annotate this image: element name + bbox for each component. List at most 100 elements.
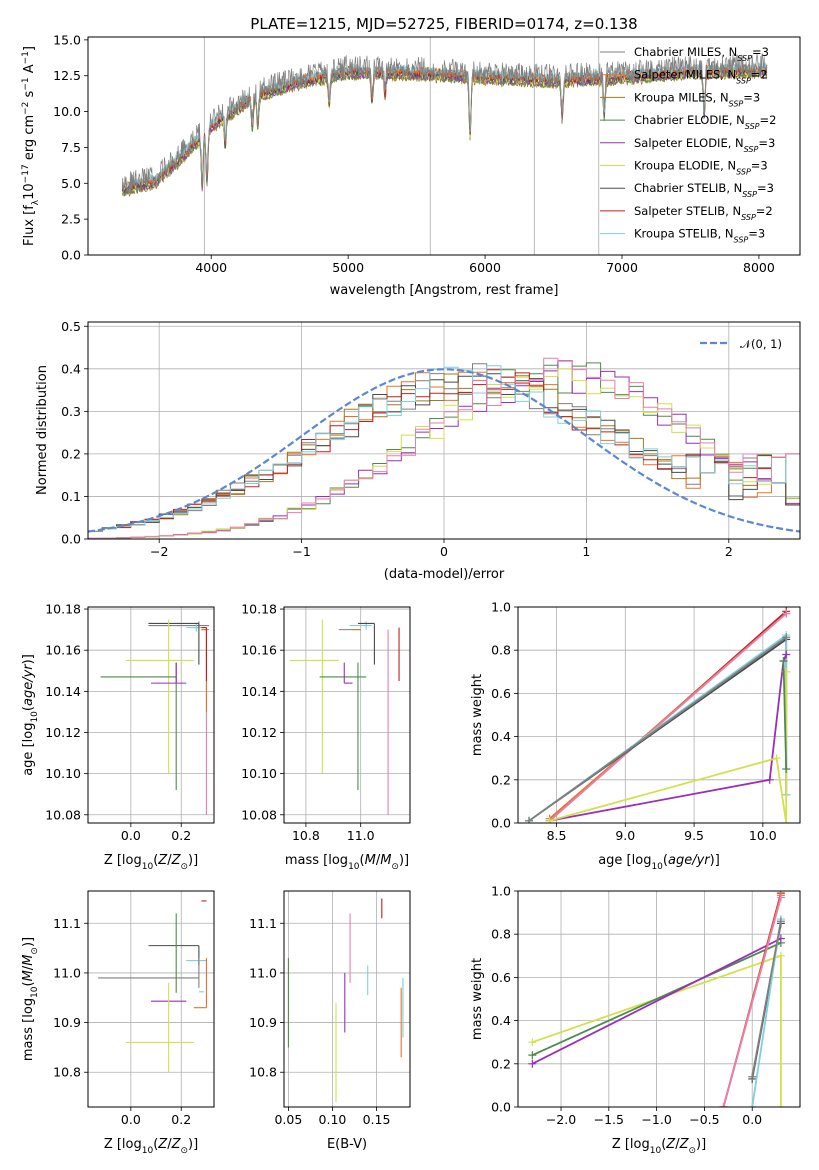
label-part: 10: [22, 183, 37, 200]
y-tick-label: 10.12: [241, 725, 277, 740]
y-tick-label: 10.08: [45, 807, 81, 822]
x-tick-label: −0.5: [689, 1112, 719, 1127]
y-tick-label: 10.18: [45, 602, 81, 617]
label-part: ]: [22, 46, 37, 51]
y-tick-label: 0.5: [61, 319, 81, 334]
axes-frame: [283, 606, 411, 824]
y-tick-label: 10.16: [45, 643, 81, 658]
label-part: (: [661, 1137, 666, 1152]
label-part: M: [365, 853, 376, 868]
label-part: ⊙: [391, 862, 399, 872]
x-tick-label: 2: [725, 544, 733, 559]
x-axis-label: mass [log10(M/M⊙)]: [285, 853, 409, 872]
y-tick-label: 10.12: [45, 725, 81, 740]
axes-frame: [517, 890, 801, 1108]
label-part: Z: [171, 853, 182, 868]
x-tick-label: 6000: [469, 260, 501, 275]
y-axis-label: Normed distribution: [35, 365, 50, 495]
mass-weight-marker: [525, 816, 534, 823]
label-part: )]: [21, 937, 36, 947]
label-part: age/yr: [21, 663, 36, 706]
x-axis-label: Z [log10(Z/Z⊙)]: [612, 1137, 706, 1156]
y-tick-label: 5.0: [61, 176, 81, 191]
legend-text-tail: =3: [748, 227, 765, 241]
y-axis-label: age [log10(age/yr)]: [21, 654, 40, 776]
label-part: wavelength [Angstrom, rest frame]: [330, 283, 559, 298]
plot-area: [121, 37, 768, 255]
x-tick-label: 4000: [195, 260, 227, 275]
label-part: mass [log: [285, 853, 348, 868]
legend-text-sub: SSP: [729, 99, 744, 108]
label-part: 10: [142, 1146, 154, 1156]
label-part: /: [21, 965, 36, 970]
mass-vs-ebv-plot: 0.05 0.10 0.15 10.8 10.9 11.0 11.1 E(B-V): [249, 890, 411, 1152]
x-tick-label: 0.2: [171, 1112, 191, 1127]
label-part: )]: [188, 1137, 198, 1152]
axes-frame: [283, 890, 411, 1108]
legend-entry: Chabrier MILES, NSSP=3: [634, 45, 769, 63]
label-part: Z [log: [104, 1137, 142, 1152]
mass-weight-line: [528, 636, 787, 822]
residuals-plot: −2 −1 0 1 2 0.0 0.1 0.2 0.3 0.4 0.5 𝒩(0, 1) (data-mo…: [35, 319, 801, 582]
label-part: /: [675, 1137, 680, 1152]
legend-text-main: Chabrier ELODIE, N: [634, 113, 745, 127]
label-part: age/yr: [668, 853, 711, 868]
label-part: 10: [651, 862, 663, 872]
x-tick-label: −1.0: [641, 1112, 671, 1127]
legend-text-sub: SSP: [745, 122, 760, 131]
label-part: Z [log: [104, 853, 142, 868]
legend-entry: Kroupa ELODIE, NSSP=3: [634, 159, 768, 177]
x-tick-label: −2.0: [546, 1112, 576, 1127]
legend-text-sub: SSP: [744, 144, 759, 153]
label-part: age [log: [21, 723, 36, 776]
x-tick-label: 0: [440, 544, 448, 559]
x-axis-label: Z [log10(Z/Z⊙)]: [104, 1137, 198, 1156]
mass-weight-marker: [528, 1059, 537, 1068]
legend-text-tail: =3: [757, 181, 774, 195]
label-part: /: [376, 853, 381, 868]
x-tick-label: 5000: [332, 260, 364, 275]
label-part: (: [663, 853, 668, 868]
legend-text-main: Kroupa MILES, N: [634, 90, 729, 104]
label-part: )]: [696, 1137, 706, 1152]
gaussian-curve: [88, 368, 800, 533]
spectrum-line: [121, 65, 768, 193]
label-part: 10: [650, 1146, 662, 1156]
y-tick-label: 10.9: [249, 1015, 277, 1030]
label-part: mass weight: [470, 674, 485, 756]
y-axis-label: mass weight: [470, 958, 485, 1040]
label-part: s: [22, 90, 37, 101]
mass-weight-marker: [782, 650, 791, 659]
y-tick-label: 1.0: [491, 884, 511, 899]
legend: 𝒩(0, 1): [700, 337, 782, 351]
legend-text-sub: SSP: [736, 76, 751, 85]
residual-histogram: [88, 365, 800, 539]
x-tick-label: 0.15: [363, 1112, 391, 1127]
label-part: M: [380, 853, 391, 868]
x-tick-label: 0.10: [319, 1112, 347, 1127]
x-tick-label: 10.8: [292, 828, 320, 843]
mass-weight-marker: [782, 633, 791, 642]
legend-text-tail: =2: [760, 113, 777, 127]
plot-area: [289, 619, 400, 815]
x-axis-label: wavelength [Angstrom, rest frame]: [330, 283, 559, 298]
spectrum-plot: 4000 5000 6000 7000 8000 0.0 2.5 5.0 7.5 10.0 12.5…: [21, 32, 801, 298]
label-part: age [log: [598, 853, 651, 868]
x-tick-label: 0.0: [121, 1112, 141, 1127]
y-tick-label: 0.0: [61, 532, 81, 547]
label-part: ⊙: [180, 1146, 188, 1156]
massweight-vs-metallicity-plot: −2.0 −1.5 −1.0 −0.5 0.0 0.0 0.2 0.4 0.6 0.8 1.0 Z […: [470, 884, 801, 1156]
axes-frame: [517, 606, 801, 824]
spectrum-line: [121, 66, 768, 194]
spectrum-line: [121, 70, 768, 197]
legend-text-main: Chabrier MILES, N: [634, 45, 737, 59]
age-vs-metallicity-plot: 0.0 0.2 10.08 10.10 10.12 10.14 10.16 10.18 Z [l…: [21, 602, 215, 872]
y-tick-label: 10.8: [53, 1065, 81, 1080]
y-tick-label: 0.6: [491, 970, 511, 985]
plot-area: [100, 619, 209, 815]
y-tick-label: 0.0: [61, 248, 81, 263]
x-axis-label: E(B-V): [327, 1137, 367, 1152]
legend-text-main: Chabrier STELIB, N: [634, 181, 742, 195]
y-tick-label: 0.4: [491, 729, 511, 744]
